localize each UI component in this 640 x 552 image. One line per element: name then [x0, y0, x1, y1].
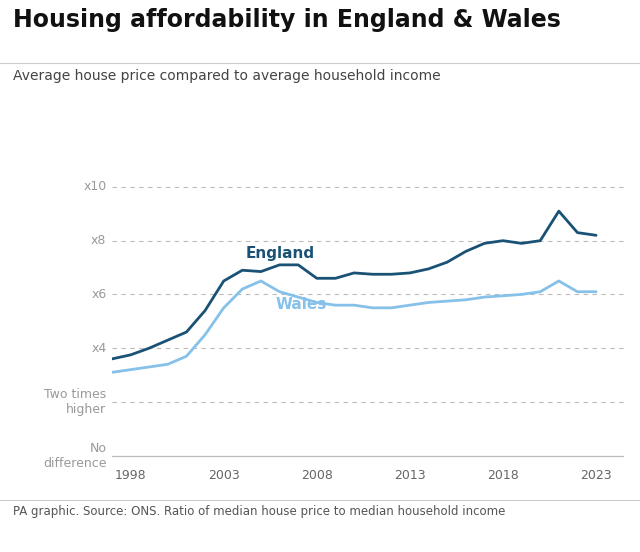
Text: Wales: Wales: [276, 296, 327, 311]
Text: Housing affordability in England & Wales: Housing affordability in England & Wales: [13, 8, 561, 32]
Text: England: England: [246, 246, 315, 261]
Text: Average house price compared to average household income: Average house price compared to average …: [13, 69, 440, 83]
Text: PA graphic. Source: ONS. Ratio of median house price to median household income: PA graphic. Source: ONS. Ratio of median…: [13, 505, 505, 518]
